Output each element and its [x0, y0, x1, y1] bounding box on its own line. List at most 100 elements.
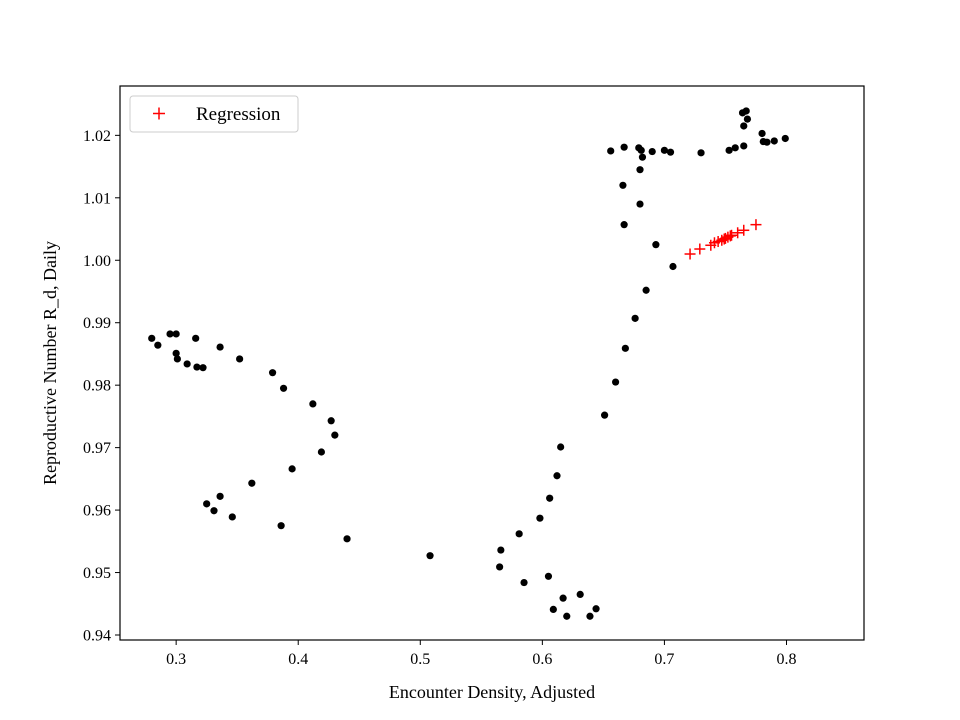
data-point	[228, 513, 236, 521]
data-point	[781, 134, 789, 143]
data-point	[331, 431, 339, 439]
data-point	[515, 530, 523, 538]
data-point	[343, 535, 351, 543]
data-point	[652, 241, 660, 249]
data-point	[563, 612, 571, 620]
regression-point	[694, 243, 706, 255]
data-point	[758, 129, 766, 138]
data-point	[497, 546, 505, 554]
data-point	[277, 522, 285, 530]
data-point	[636, 166, 644, 174]
data-point	[666, 148, 675, 156]
data-point	[743, 115, 752, 123]
y-tick-label: 1.02	[83, 128, 111, 145]
data-point	[279, 384, 288, 392]
data-point	[549, 605, 557, 613]
x-axis-ticks: 0.3 0.4 0.5 0.6 0.7 0.8	[166, 640, 796, 668]
regression-point	[738, 224, 750, 236]
x-tick-label: 0.7	[654, 651, 674, 668]
data-point	[536, 514, 544, 522]
data-point	[642, 286, 650, 294]
data-point	[592, 605, 600, 613]
y-tick-label: 0.94	[83, 628, 111, 645]
regression-point	[732, 227, 744, 239]
data-point	[154, 341, 162, 349]
data-point	[740, 122, 748, 130]
data-point	[576, 590, 584, 599]
data-point	[248, 479, 256, 487]
y-tick-label: 0.99	[83, 315, 111, 332]
data-point	[742, 107, 750, 115]
legend-marker-regression	[153, 107, 165, 120]
data-point	[268, 369, 277, 377]
legend-box	[129, 95, 299, 133]
data-point	[236, 355, 244, 363]
legend-label-regression: Regression	[196, 104, 281, 125]
data-point	[601, 411, 609, 419]
data-point	[611, 378, 620, 386]
data-point	[173, 355, 181, 363]
data-point	[544, 572, 553, 580]
data-point	[553, 472, 561, 480]
data-point	[637, 146, 645, 154]
regression-point	[684, 248, 696, 260]
data-point	[317, 448, 326, 456]
data-point	[620, 221, 628, 229]
data-point	[203, 500, 211, 508]
regression-point	[750, 219, 762, 231]
data-point	[669, 262, 677, 271]
y-tick-label: 0.96	[83, 503, 111, 520]
data-point	[559, 594, 567, 602]
data-point	[520, 578, 528, 587]
data-point	[192, 334, 200, 342]
data-point	[620, 143, 628, 151]
data-point	[607, 147, 615, 155]
y-axis-ticks: 0.94 0.95 0.96 0.97 0.98 0.99 1.00 1.01 1.02	[83, 128, 120, 645]
regression-series	[684, 219, 762, 260]
plot-frame	[119, 85, 865, 641]
data-point	[725, 146, 733, 154]
data-point	[763, 138, 771, 146]
y-tick-label: 1.00	[83, 253, 111, 270]
data-point	[216, 343, 224, 351]
x-tick-label: 0.3	[166, 651, 186, 668]
data-point	[740, 142, 748, 150]
data-point	[557, 443, 565, 451]
data-point	[619, 181, 627, 189]
data-point	[631, 314, 639, 322]
data-point	[697, 149, 705, 157]
data-point	[426, 552, 434, 560]
data-point	[586, 612, 594, 620]
data-point	[636, 200, 644, 208]
x-tick-label: 0.8	[776, 651, 796, 668]
data-point	[172, 349, 180, 357]
regression-point	[719, 232, 731, 244]
data-point	[638, 153, 647, 161]
data-point	[770, 137, 778, 145]
data-point	[193, 363, 201, 371]
data-point	[172, 330, 180, 338]
data-point	[183, 360, 191, 368]
data-point	[496, 563, 504, 571]
data-point	[199, 364, 207, 372]
data-point	[210, 507, 218, 515]
y-tick-label: 0.95	[83, 565, 111, 582]
data-point	[327, 417, 335, 425]
y-axis-label: Reproductive Number R_d, Daily	[40, 241, 60, 485]
y-tick-label: 0.98	[83, 378, 111, 395]
data-point	[166, 330, 174, 338]
data-point	[216, 492, 224, 500]
data-point	[621, 344, 629, 352]
data-point	[660, 146, 669, 154]
data-point	[288, 465, 296, 473]
data-point	[648, 147, 656, 156]
x-tick-label: 0.6	[532, 651, 552, 668]
y-tick-label: 1.01	[83, 190, 111, 207]
legend: Regression	[129, 95, 299, 133]
data-point	[148, 334, 156, 342]
x-tick-label: 0.4	[288, 651, 308, 668]
data-point	[309, 400, 317, 408]
observed-series	[148, 107, 789, 620]
x-tick-label: 0.5	[410, 651, 430, 668]
